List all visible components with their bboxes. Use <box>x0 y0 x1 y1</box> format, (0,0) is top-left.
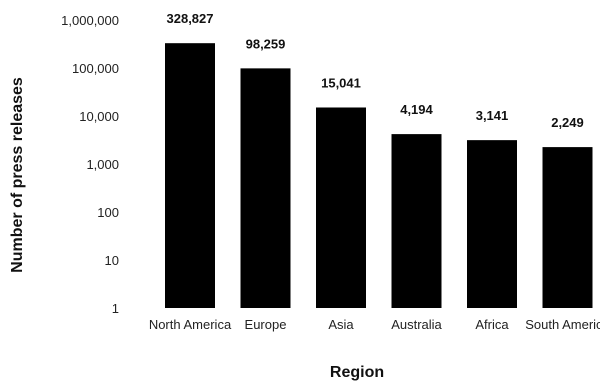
y-tick-label: 1,000,000 <box>61 13 119 28</box>
y-tick-label: 100,000 <box>72 61 119 76</box>
bar-data-label: 4,194 <box>400 102 433 117</box>
x-category-label: Asia <box>328 317 354 332</box>
x-category-label: South America <box>525 317 600 332</box>
bar <box>316 107 366 308</box>
bar <box>165 43 215 309</box>
x-category-label: Europe <box>245 317 287 332</box>
bar-data-label: 2,249 <box>551 115 584 130</box>
y-tick-label: 1,000 <box>86 157 119 172</box>
bar-data-label: 15,041 <box>321 75 361 90</box>
bar <box>467 140 517 308</box>
y-tick-label: 10 <box>105 253 119 268</box>
bar-data-label: 3,141 <box>476 108 509 123</box>
y-axis-ticks: 1 10 100 1,000 10,000 100,000 1,000,000 <box>61 13 119 316</box>
y-axis-title: Number of press releases <box>9 77 26 273</box>
x-category-label: Africa <box>475 317 509 332</box>
data-labels: 328,827 98,259 15,041 4,194 3,141 2,249 <box>167 11 584 130</box>
x-axis-title: Region <box>330 364 384 381</box>
bars <box>165 43 593 309</box>
x-category-label: North America <box>149 317 232 332</box>
y-tick-label: 100 <box>97 205 119 220</box>
y-tick-label: 1 <box>112 301 119 316</box>
y-tick-label: 10,000 <box>79 109 119 124</box>
bar <box>391 134 442 308</box>
x-category-label: Australia <box>391 317 442 332</box>
bar <box>240 68 291 309</box>
bar-data-label: 328,827 <box>167 11 214 26</box>
bar <box>542 147 593 308</box>
bar-data-label: 98,259 <box>246 36 286 51</box>
x-axis-category-labels: North America Europe Asia Australia Africa So… <box>149 317 600 332</box>
